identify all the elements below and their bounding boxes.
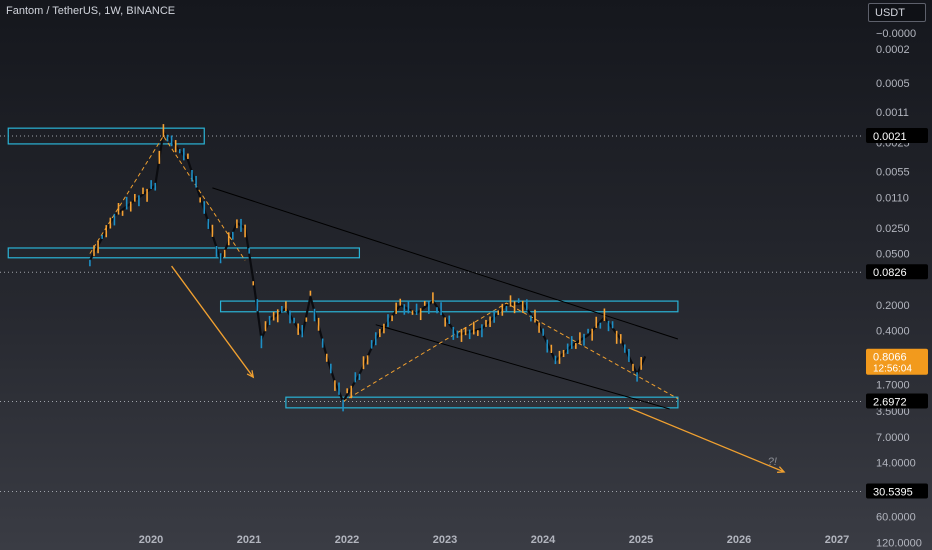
level-label-bg [866, 483, 928, 499]
projection-arrow-left-head [246, 370, 255, 379]
support-zone [219, 300, 679, 313]
y-tick-label: 60.0000 [876, 512, 916, 524]
y-tick-label: 1.7000 [876, 379, 910, 391]
y-tick-label: 120.0000 [876, 537, 922, 549]
y-tick-label: −0.0000 [876, 28, 916, 40]
x-tick-label: 2023 [433, 534, 457, 546]
level-label-bg [866, 393, 928, 409]
chart-title: Fantom / TetherUS, 1W, BINANCE [6, 5, 176, 17]
current-price-badge [866, 348, 928, 375]
x-tick-label: 2025 [629, 534, 653, 546]
current-price-countdown: 12:56:04 [873, 364, 912, 375]
price-path [88, 129, 647, 404]
dashed-projection-a [89, 135, 246, 261]
y-tick-label: 0.0250 [876, 223, 910, 235]
current-price-value: 0.8066 [873, 352, 907, 364]
support-zone [7, 127, 205, 145]
x-tick-label: 2024 [531, 534, 556, 546]
channel-top-line [212, 187, 679, 340]
projection-arrow-right-head [777, 466, 786, 473]
y-tick-label: 14.0000 [876, 458, 916, 470]
y-tick-label: 0.2000 [876, 300, 910, 312]
x-tick-label: 2022 [335, 534, 359, 546]
currency-selector[interactable]: USDT [868, 3, 926, 22]
y-tick-label: 0.0055 [876, 167, 910, 179]
y-tick-label: 0.0025 [876, 137, 910, 149]
dashed-projection-b [342, 302, 679, 402]
x-tick-label: 2021 [237, 534, 261, 546]
level-label: 30.5395 [873, 487, 913, 499]
support-zone [7, 247, 361, 259]
y-tick-label: 0.0002 [876, 44, 910, 56]
channel-bottom-line [375, 324, 670, 410]
x-tick-label: 2026 [727, 534, 751, 546]
y-tick-label: 0.0011 [876, 107, 909, 119]
level-label: 2.6972 [873, 397, 907, 409]
y-tick-label: 7.0000 [876, 432, 910, 444]
level-label-bg [866, 128, 928, 143]
projection-arrow-right [628, 407, 785, 473]
level-label: 0.0826 [873, 267, 907, 279]
x-tick-label: 2027 [825, 534, 849, 546]
projection-arrow-left [171, 265, 254, 378]
y-tick-label: 0.0500 [876, 249, 910, 261]
y-tick-label: 3.5000 [876, 406, 910, 418]
y-tick-label: 0.0110 [876, 192, 909, 204]
annotation-text: ?! [768, 456, 777, 468]
support-zone [285, 396, 679, 409]
level-label: 0.0021 [873, 131, 907, 143]
y-tick-label: 0.4000 [876, 326, 910, 338]
y-tick-label: 0.0005 [876, 78, 910, 90]
x-tick-label: 2020 [139, 534, 163, 546]
level-label-bg [866, 264, 928, 280]
